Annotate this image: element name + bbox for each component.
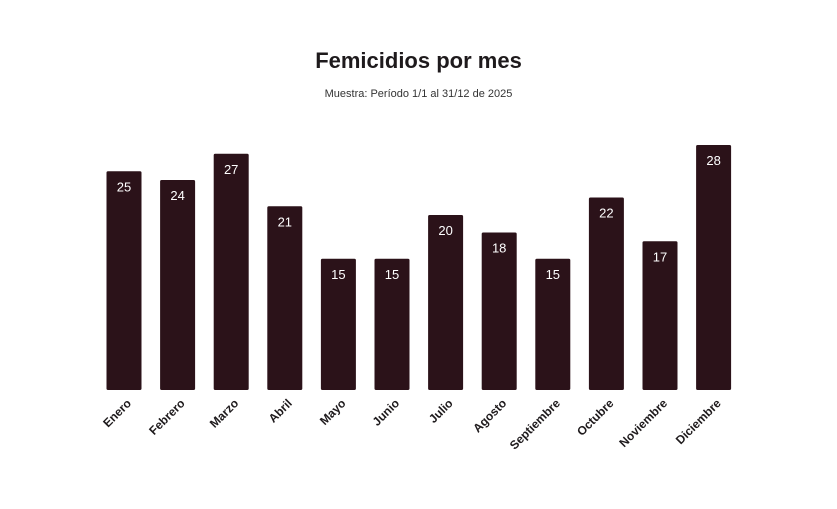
bar-septiembre [535,258,571,390]
x-tick-label: Septiembre [507,396,563,452]
bar-junio [374,258,410,390]
x-tick-label: Diciembre [673,396,724,447]
data-label: 18 [492,241,506,256]
data-label: 15 [546,267,560,282]
x-tick-label: Noviembre [616,396,670,450]
data-label: 25 [117,179,131,194]
data-label: 24 [170,188,184,203]
bar-diciembre [696,145,732,390]
bar-mayo [320,258,356,390]
bar-octubre [588,197,624,390]
bar-agosto [481,232,517,390]
bar-julio [428,215,464,390]
bar-febrero [160,180,196,390]
data-label: 17 [653,249,667,264]
x-tick-label: Junio [370,396,403,429]
x-tick-label: Agosto [470,396,509,435]
chart-title: Femicidios por mes [315,48,522,73]
x-tick-label: Marzo [207,396,241,430]
x-tick-label: Julio [426,396,456,426]
data-label: 22 [599,206,613,221]
x-tick-label: Octubre [574,396,617,439]
bar-enero [106,171,142,390]
data-label: 28 [706,153,720,168]
data-label: 20 [438,223,452,238]
bar-marzo [213,153,249,390]
bar-abril [267,206,303,390]
x-tick-label: Abril [266,396,295,425]
chart-subtitle: Muestra: Período 1/1 al 31/12 de 2025 [324,88,513,100]
data-label: 27 [224,162,238,177]
data-label: 15 [331,267,345,282]
bar-noviembre [642,241,678,390]
x-tick-label: Mayo [317,396,349,428]
data-label: 15 [385,267,399,282]
x-tick-label: Febrero [146,396,187,437]
x-tick-label: Enero [100,396,134,430]
data-label: 21 [278,214,292,229]
